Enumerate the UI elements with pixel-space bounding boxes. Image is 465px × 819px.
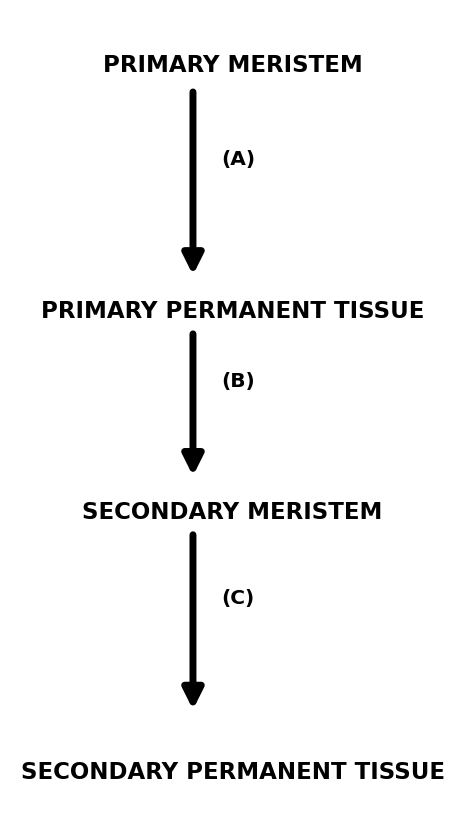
Text: SECONDARY MERISTEM: SECONDARY MERISTEM: [82, 500, 383, 523]
Text: PRIMARY PERMANENT TISSUE: PRIMARY PERMANENT TISSUE: [41, 300, 424, 323]
Text: SECONDARY PERMANENT TISSUE: SECONDARY PERMANENT TISSUE: [20, 760, 445, 783]
Text: (A): (A): [221, 150, 255, 170]
Text: (C): (C): [221, 588, 254, 608]
Text: (B): (B): [221, 371, 255, 391]
Text: PRIMARY MERISTEM: PRIMARY MERISTEM: [103, 54, 362, 77]
